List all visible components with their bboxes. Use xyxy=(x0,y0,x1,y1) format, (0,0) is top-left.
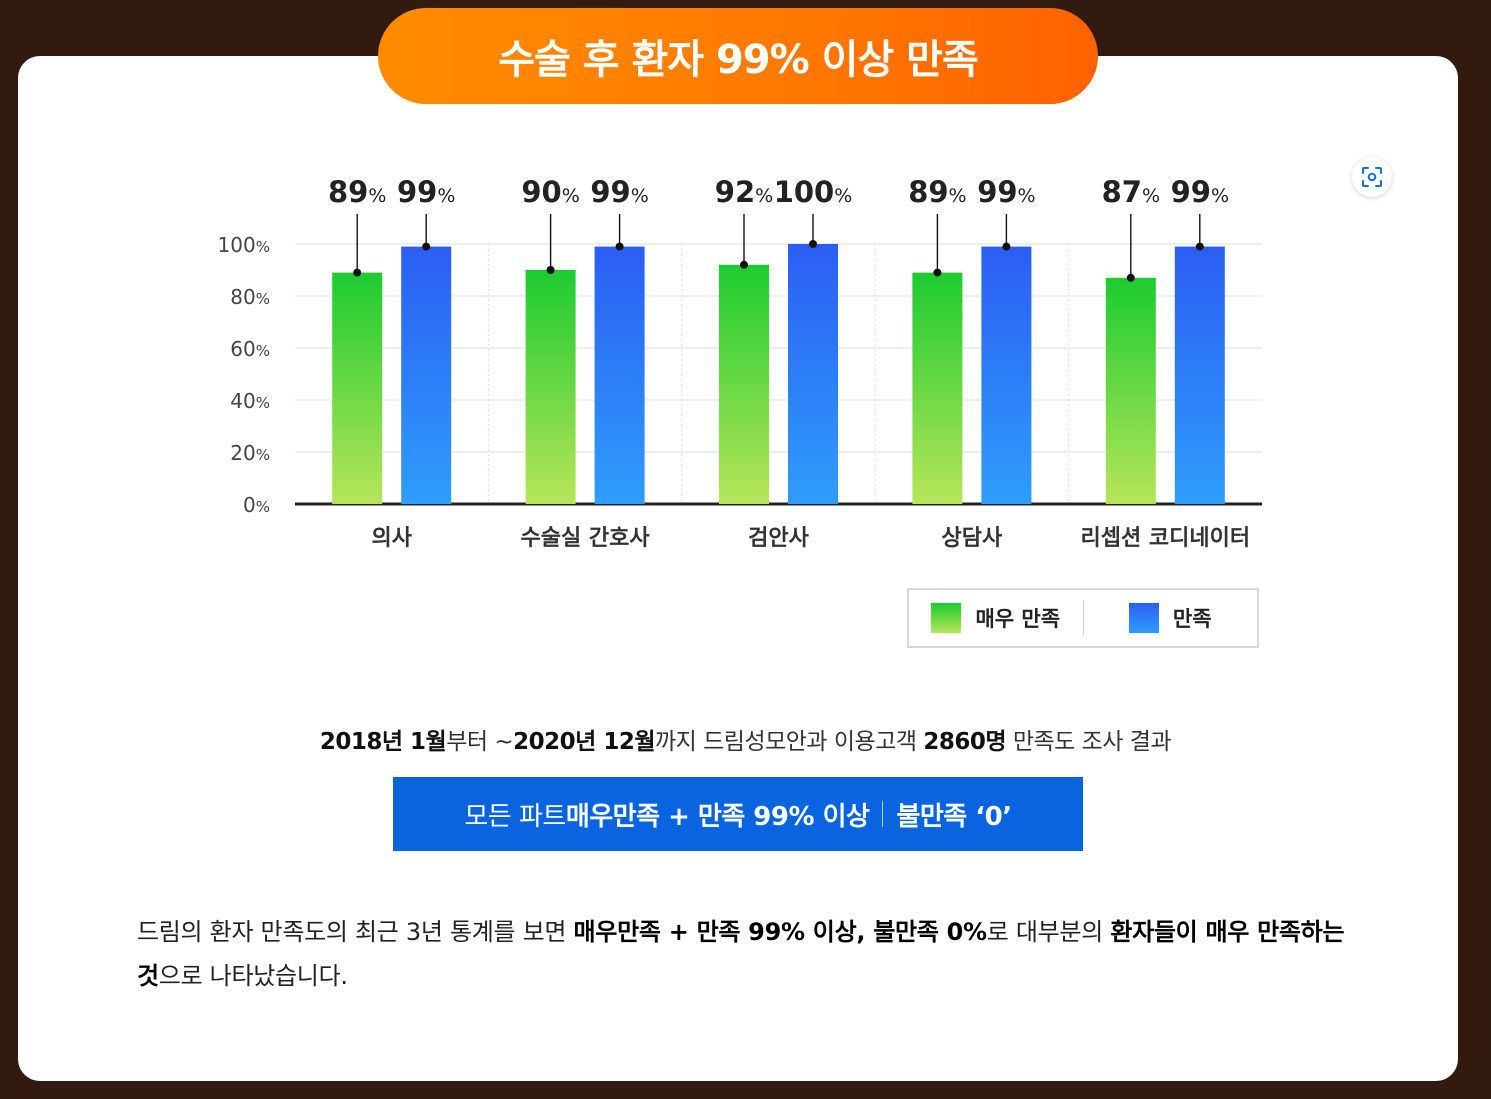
bar xyxy=(1174,246,1225,504)
leader-dot xyxy=(1126,273,1135,282)
y-tick-label: 40% xyxy=(230,389,270,413)
data-label: 92% xyxy=(715,175,773,209)
data-label: 100% xyxy=(774,175,853,209)
x-tick-label: 수술실 간호사 xyxy=(521,526,651,551)
data-label: 99% xyxy=(397,175,455,209)
scan-icon xyxy=(1362,167,1382,187)
leader-dot xyxy=(809,240,817,248)
chart-legend: 매우 만족 만족 xyxy=(907,588,1259,648)
y-tick-label: 100% xyxy=(218,233,270,257)
leader-dot xyxy=(615,242,624,251)
y-tick-label: 0% xyxy=(243,493,270,517)
legend-divider xyxy=(1082,600,1084,636)
page-title: 수술 후 환자 99% 이상 만족 xyxy=(498,37,979,83)
data-label: 99% xyxy=(1171,175,1229,209)
survey-text: 부터 ~ xyxy=(446,729,514,755)
legend-swatch-green xyxy=(931,603,962,633)
para-bold: 환자들이 매우 만족하는 것 xyxy=(137,918,1345,990)
bar xyxy=(401,246,452,504)
data-label: 99% xyxy=(590,175,648,209)
bar xyxy=(594,246,645,504)
x-tick-label: 리셉션 코디네이터 xyxy=(1081,526,1251,551)
y-tick-label: 20% xyxy=(230,441,270,465)
bar xyxy=(788,244,838,504)
banner-text: 모든 파트 xyxy=(464,801,566,832)
bar xyxy=(912,272,963,504)
title-banner: 수술 후 환자 99% 이상 만족 xyxy=(378,8,1098,104)
x-tick-label: 검안사 xyxy=(748,526,809,551)
leader-dot xyxy=(353,268,362,277)
leader-dot xyxy=(933,268,942,277)
leader-dot xyxy=(1002,242,1011,251)
legend-item-very-satisfied: 매우 만족 xyxy=(909,603,1083,633)
satisfaction-chart: 0%20%40%60%80%100% 89% 99% 90% 99% 92% 100% 89… xyxy=(218,175,1262,551)
survey-end: 2020년 12월 xyxy=(513,729,655,755)
y-tick-label: 80% xyxy=(230,285,270,309)
data-label: 89% xyxy=(328,175,386,209)
leader-dot xyxy=(740,260,748,269)
banner-separator xyxy=(882,801,884,827)
para-text: 드림의 환자 만족도의 최근 3년 통계를 보면 xyxy=(137,918,574,946)
legend-label: 매우 만족 xyxy=(975,607,1061,631)
bar xyxy=(719,264,769,504)
x-tick-label: 의사 xyxy=(371,526,412,551)
image-scan-button[interactable] xyxy=(1352,157,1392,197)
survey-count: 2860명 xyxy=(923,729,1007,755)
survey-start: 2018년 1월 xyxy=(319,729,447,755)
leader-dot xyxy=(422,242,431,251)
banner-dissatisfied: 불만족 ‘0’ xyxy=(896,801,1012,832)
bar xyxy=(525,270,576,504)
data-label: 89% xyxy=(908,175,966,209)
content-card xyxy=(18,56,1458,1081)
survey-text: 까지 드림성모안과 이용고객 xyxy=(655,729,924,755)
survey-caption: 2018년 1월부터 ~2020년 12월까지 드림성모안과 이용고객 2860… xyxy=(0,722,1491,756)
survey-text: 만족도 조사 결과 xyxy=(1006,729,1172,755)
data-label: 99% xyxy=(977,175,1035,209)
leader-dot xyxy=(546,266,555,274)
result-banner: 모든 파트 매우만족 + 만족 99% 이상 불만족 ‘0’ xyxy=(393,777,1083,851)
x-tick-label: 상담사 xyxy=(942,526,1003,551)
data-label: 90% xyxy=(521,175,579,209)
para-text: 로 대부분의 xyxy=(986,918,1111,946)
summary-paragraph: 드림의 환자 만족도의 최근 3년 통계를 보면 매우만족 + 만족 99% 이… xyxy=(137,910,1357,998)
bar xyxy=(332,272,383,504)
para-text: 으로 나타났습니다. xyxy=(158,962,348,990)
data-label: 87% xyxy=(1102,175,1160,209)
para-bold: 매우만족 + 만족 99% 이상, 불만족 0% xyxy=(573,918,988,946)
bar xyxy=(981,246,1032,504)
legend-swatch-blue xyxy=(1128,603,1159,633)
legend-label: 만족 xyxy=(1172,607,1212,631)
banner-highlight: 매우만족 + 만족 99% 이상 xyxy=(565,801,870,832)
legend-item-satisfied: 만족 xyxy=(1084,603,1258,633)
leader-dot xyxy=(1195,242,1204,251)
y-tick-label: 60% xyxy=(230,337,270,361)
bar xyxy=(1105,277,1156,504)
